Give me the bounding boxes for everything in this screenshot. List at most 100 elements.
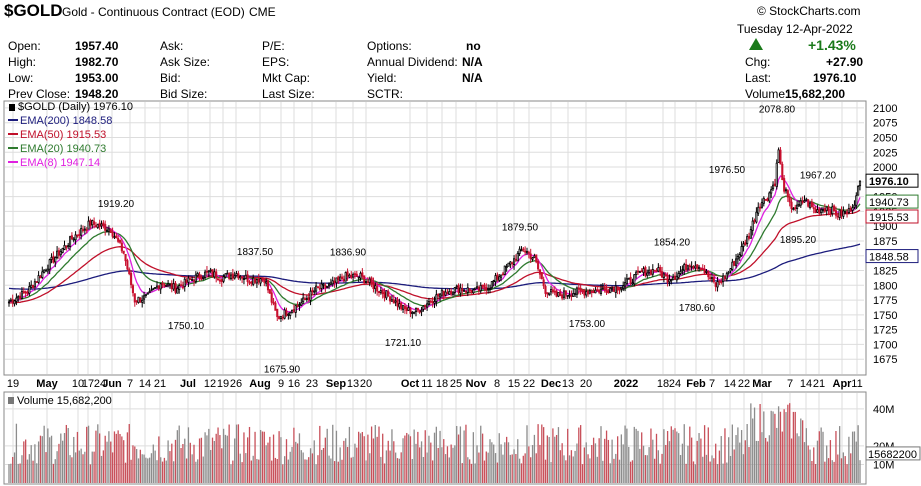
volume-bar xyxy=(200,437,203,483)
x-tick-label: 14 xyxy=(139,378,151,390)
volume-bar xyxy=(428,435,430,483)
y-tick-label: 1800 xyxy=(873,280,897,292)
candle xyxy=(28,286,31,294)
candle xyxy=(292,309,295,312)
volume-bar xyxy=(132,445,134,483)
candle xyxy=(322,283,325,286)
candle xyxy=(41,271,44,278)
volume-bar xyxy=(755,440,758,483)
volume-bar xyxy=(115,433,117,483)
candle xyxy=(842,210,845,217)
candle xyxy=(812,207,815,210)
volume-bar xyxy=(204,432,206,483)
volume-bar xyxy=(587,454,589,483)
volume-bar xyxy=(591,445,593,483)
volume-bar xyxy=(857,425,859,483)
volume-bar xyxy=(280,437,282,483)
volume-bar xyxy=(472,432,475,483)
volume-bar xyxy=(663,429,665,483)
volume-bar xyxy=(41,436,43,483)
legend-candle-icon xyxy=(9,104,15,111)
volume-bar xyxy=(283,456,286,483)
candle xyxy=(716,281,719,288)
x-tick-label: 24 xyxy=(94,378,106,390)
candle xyxy=(516,253,519,262)
candle xyxy=(796,204,799,210)
candle xyxy=(141,299,144,303)
candle xyxy=(703,268,706,274)
candle xyxy=(659,267,662,273)
candle xyxy=(231,273,234,279)
volume-bar xyxy=(211,437,214,483)
candle xyxy=(790,201,793,209)
candle xyxy=(598,290,601,293)
volume-bar xyxy=(602,460,604,483)
candle xyxy=(89,220,92,226)
volume-bar xyxy=(541,424,543,483)
candle xyxy=(290,309,294,314)
x-tick-label: 24 xyxy=(669,378,681,390)
price-annotation: 2078.80 xyxy=(759,104,796,115)
candle xyxy=(483,284,486,289)
ema-line-ema20 xyxy=(9,195,861,307)
candle xyxy=(409,308,412,314)
up-arrow-icon xyxy=(749,38,763,50)
volume-bar xyxy=(713,458,715,483)
candle xyxy=(653,269,656,272)
candle xyxy=(274,302,277,311)
volume-bar xyxy=(134,446,136,483)
candle xyxy=(179,284,183,287)
volume-bar xyxy=(690,437,693,483)
candle xyxy=(577,287,580,290)
volume-bar xyxy=(189,442,191,483)
volume-bar xyxy=(208,428,210,483)
candle xyxy=(823,208,826,212)
volume-bar xyxy=(740,430,743,483)
volume-bar xyxy=(63,433,66,483)
volume-bar xyxy=(518,458,521,483)
x-tick-label: 16 xyxy=(288,378,300,390)
candle xyxy=(751,220,754,231)
candle xyxy=(738,254,741,258)
volume-bar xyxy=(589,458,591,483)
volume-bar xyxy=(272,434,275,483)
volume-bar xyxy=(324,437,327,483)
legend-entry: $GOLD (Daily) 1976.10 xyxy=(18,101,133,113)
volume-bar xyxy=(291,446,293,483)
legend-entry: EMA(20) 1940.73 xyxy=(20,143,106,155)
candle xyxy=(734,258,738,266)
candle xyxy=(631,282,634,285)
candle xyxy=(37,275,40,283)
x-tick-label: 19 xyxy=(7,378,19,390)
candle xyxy=(157,285,160,289)
volume-tick-label: 10M xyxy=(873,459,894,471)
candle xyxy=(196,273,199,277)
volume-bar xyxy=(531,445,534,483)
candle xyxy=(620,286,623,290)
candle xyxy=(163,284,166,287)
volume-bar xyxy=(776,427,778,483)
candle xyxy=(46,268,49,272)
candle xyxy=(633,274,636,285)
candle xyxy=(65,245,68,248)
candle xyxy=(105,229,109,232)
volume-bar xyxy=(596,456,598,483)
candle xyxy=(677,273,680,278)
candle xyxy=(303,298,307,301)
x-tick-label: 8 xyxy=(494,378,500,390)
candle xyxy=(546,292,549,295)
volume-bar xyxy=(604,438,606,483)
candle xyxy=(139,297,142,303)
volume-bar xyxy=(84,451,86,483)
volume-bar xyxy=(202,456,204,483)
x-tick-label: 26 xyxy=(230,378,242,390)
volume-bar xyxy=(367,434,369,483)
volume-bar xyxy=(309,448,312,483)
volume-bar xyxy=(504,442,506,483)
volume-bar xyxy=(271,460,273,483)
volume-bar xyxy=(831,460,833,483)
volume-bar xyxy=(341,459,343,483)
candle xyxy=(714,282,717,287)
x-tick-label: Jul xyxy=(180,378,196,390)
volume-bar xyxy=(356,447,358,483)
